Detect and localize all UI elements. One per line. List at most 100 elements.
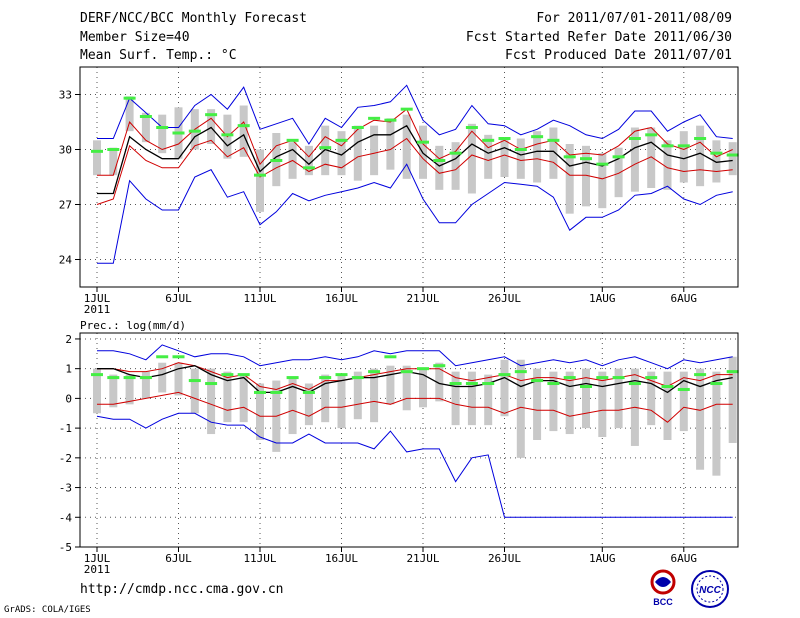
ensemble-box <box>256 149 264 212</box>
y-tick-label: 1 <box>65 363 72 376</box>
median-marker <box>547 382 560 386</box>
series-line-mean <box>97 124 733 195</box>
y-tick-label: 24 <box>59 254 73 267</box>
ensemble-box <box>516 138 525 179</box>
y-tick-label: 2 <box>65 333 72 346</box>
median-marker <box>645 133 658 137</box>
ensemble-box <box>467 123 476 194</box>
chart-title: DERF/NCC/BCC Monthly Forecast <box>80 11 307 26</box>
forecast-produced-date: Fcst Produced Date 2011/07/01 <box>505 48 732 63</box>
median-marker <box>694 137 707 140</box>
median-marker <box>156 355 169 359</box>
y-tick-label: 33 <box>59 89 72 102</box>
median-marker <box>433 364 446 368</box>
x-tick-label: 6JUL <box>165 292 192 305</box>
ensemble-box <box>712 371 721 476</box>
source-url[interactable]: http://cmdp.ncc.cma.gov.cn <box>80 582 284 597</box>
series-line-spread-high <box>97 108 733 176</box>
ensemble-box <box>500 359 509 417</box>
median-marker <box>286 376 299 380</box>
median-marker <box>465 126 478 129</box>
ensemble-box <box>696 368 705 470</box>
ensemble-box <box>435 145 444 190</box>
temperature-plot: 24 27 30 33 1JUL 6JUL 11JUL 16JUL 21JUL 26JUL 1AUG… <box>59 66 739 316</box>
median-marker <box>351 126 364 129</box>
x-tick-label: 1AUG <box>589 292 616 305</box>
ensemble-box <box>109 374 118 408</box>
ensemble-box <box>288 377 297 435</box>
median-marker <box>612 376 625 380</box>
median-marker <box>726 153 739 157</box>
series-line-max-upper <box>97 84 733 145</box>
median-marker <box>710 151 723 155</box>
ensemble-box <box>109 147 118 176</box>
ensemble-box <box>630 127 639 192</box>
median-marker <box>580 157 592 161</box>
x-tick-label: 6AUG <box>671 552 698 565</box>
y-tick-label: -5 <box>59 541 72 554</box>
y-tick-label: 0 <box>65 392 72 405</box>
x-tick-label: 6JUL <box>165 552 192 565</box>
median-marker <box>677 387 690 391</box>
median-marker <box>449 382 462 386</box>
ensemble-box <box>125 96 134 132</box>
ensemble-box <box>158 114 167 154</box>
median-marker <box>188 129 201 133</box>
x-tick-label: 21JUL <box>406 292 439 305</box>
ensemble-box <box>696 125 705 187</box>
median-marker <box>221 133 234 137</box>
plot-frame <box>79 332 739 548</box>
median-marker <box>661 144 674 148</box>
median-marker <box>270 390 283 394</box>
series-line-spread-high <box>97 362 733 391</box>
ensemble-box <box>728 142 737 176</box>
x-tick-label: 6AUG <box>671 292 698 305</box>
ensemble-box <box>93 368 101 414</box>
ensemble-box <box>549 127 558 179</box>
median-marker <box>91 149 103 153</box>
ensemble-box <box>484 134 493 179</box>
median-marker <box>319 376 332 380</box>
series-line-max <box>97 163 733 264</box>
ensemble-box <box>467 371 476 426</box>
ensemble-box <box>353 125 362 181</box>
median-marker <box>270 159 283 162</box>
ensemble-box <box>386 365 395 405</box>
member-size: Member Size=40 <box>80 30 190 45</box>
median-marker <box>726 370 739 374</box>
median-marker <box>514 148 527 151</box>
median-marker <box>91 373 103 377</box>
median-marker <box>368 116 381 120</box>
y-tick-label: 27 <box>59 199 72 212</box>
ensemble-box <box>582 145 590 207</box>
median-marker <box>482 138 495 142</box>
median-marker <box>205 382 218 386</box>
median-marker <box>547 138 560 142</box>
ensemble-box <box>582 368 590 429</box>
median-marker <box>123 376 136 380</box>
median-marker <box>400 370 413 374</box>
x-tick-label: 1AUG <box>589 552 616 565</box>
ensemble-box <box>239 105 248 157</box>
median-marker <box>384 355 397 359</box>
median-marker <box>139 376 152 380</box>
median-marker <box>498 373 511 377</box>
median-marker <box>563 376 576 380</box>
ensemble-box <box>549 371 558 432</box>
ncc-logo: NCC <box>691 570 729 608</box>
ensemble-box <box>158 362 167 393</box>
x-tick-label: 16JUL <box>325 292 358 305</box>
median-marker <box>237 373 250 377</box>
ensemble-box <box>598 153 607 209</box>
ensemble-box <box>337 374 346 429</box>
x-tick-label: 1JUL <box>84 292 111 305</box>
median-marker <box>596 376 609 380</box>
median-marker <box>694 373 707 377</box>
median-marker <box>596 162 609 166</box>
median-marker <box>254 390 266 394</box>
median-marker <box>302 166 315 170</box>
median-marker <box>123 96 136 100</box>
median-marker <box>482 382 495 386</box>
bcc-logo: BCC <box>650 569 676 607</box>
